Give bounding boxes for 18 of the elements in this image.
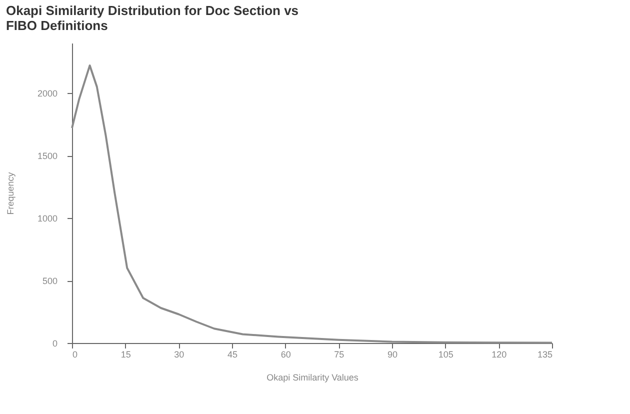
chart-title: Okapi Similarity Distribution for Doc Section vs FIBO Definitions	[6, 3, 299, 33]
y-tick-label: 500	[42, 276, 58, 286]
x-tick-label: 60	[280, 350, 291, 360]
x-tick-label: 75	[334, 350, 344, 360]
x-tick-label: 105	[438, 350, 454, 360]
y-tick-label: 1500	[37, 151, 58, 161]
x-tick-label: 120	[492, 350, 507, 360]
x-tick-label: 135	[537, 350, 552, 360]
x-tick-label: 0	[72, 350, 78, 360]
x-tick-label: 90	[387, 350, 398, 360]
x-axis-title: Okapi Similarity Values	[266, 372, 359, 382]
y-tick-label: 2000	[37, 88, 58, 98]
x-tick-label: 30	[174, 350, 184, 360]
x-tick-label: 15	[120, 350, 131, 360]
y-axis-title: Frequency	[5, 172, 16, 215]
y-tick-label: 0	[52, 338, 58, 348]
x-tick-label: 45	[227, 350, 238, 360]
y-tick-label: 1000	[37, 214, 58, 224]
